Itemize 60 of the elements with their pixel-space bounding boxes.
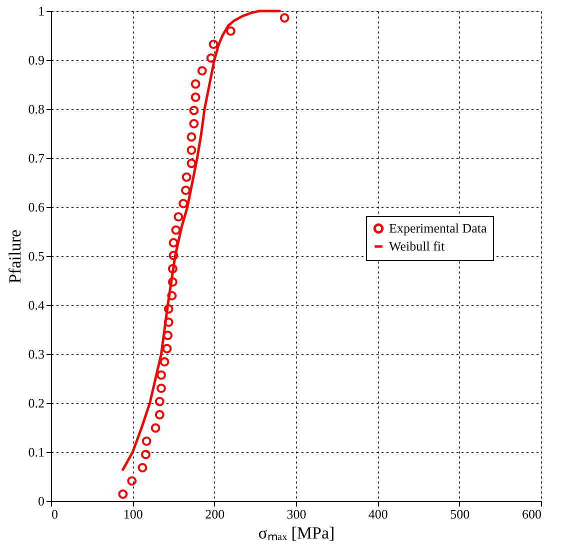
x-tick-label: 400 [368, 506, 388, 522]
x-axis-title: σₘₐₓ [MPa] [258, 524, 335, 542]
point [181, 186, 190, 196]
point [160, 357, 170, 367]
point [197, 66, 207, 76]
y-tick-label: 0.6 [28, 200, 45, 214]
x-tick-label: 100 [123, 506, 143, 522]
point [168, 250, 178, 260]
point [186, 158, 196, 168]
point [154, 396, 164, 406]
y-tick-label: 0.7 [28, 150, 45, 166]
point [174, 212, 184, 222]
x-tick-label: 500 [450, 506, 470, 522]
point [168, 264, 178, 274]
point [156, 370, 166, 380]
point [186, 132, 196, 142]
x-tick-label: 600 [522, 506, 542, 522]
point [171, 225, 181, 235]
y-tick-label: 0.9 [28, 52, 44, 68]
point [156, 384, 166, 393]
y-tick-label: 0.1 [28, 444, 44, 460]
point [190, 79, 200, 89]
y-tick-label: 0.4 [28, 298, 45, 312]
point [141, 450, 150, 460]
point [118, 489, 128, 499]
y-tick-label: 0.3 [28, 346, 44, 362]
line-series [122, 10, 281, 471]
x-tick-label: 0 [52, 506, 58, 522]
point [154, 410, 164, 420]
y-tick-label: 1 [38, 4, 44, 18]
legend-label: Experimental Data [389, 220, 488, 236]
point [138, 462, 148, 472]
y-tick-label: 0.5 [28, 248, 44, 264]
x-tick-label: 200 [205, 506, 225, 522]
x-tick-label: 300 [286, 506, 306, 522]
point [178, 198, 188, 208]
point [162, 344, 172, 354]
point [190, 92, 200, 102]
point [189, 106, 199, 116]
point [168, 277, 178, 287]
point [206, 53, 216, 63]
y-tick-label: 0 [38, 494, 44, 508]
point [168, 238, 178, 248]
point [226, 26, 236, 36]
point [150, 423, 160, 433]
point [182, 172, 192, 182]
point [186, 145, 196, 155]
point [127, 476, 137, 486]
y-tick-label: 0.2 [28, 396, 44, 410]
point [142, 436, 152, 446]
point [163, 330, 172, 340]
point [189, 119, 199, 128]
y-tick-label: 0.8 [28, 102, 44, 116]
point [164, 304, 174, 314]
point [167, 290, 177, 300]
point [164, 317, 174, 327]
point [280, 13, 290, 23]
legend-label: Weibull fit [389, 238, 446, 254]
point [208, 40, 218, 50]
y-axis-title: Pfailure [5, 230, 24, 284]
